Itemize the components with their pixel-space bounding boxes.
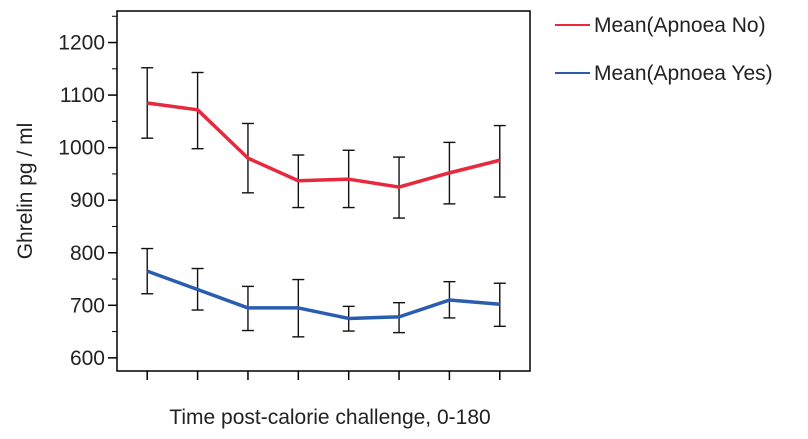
series-line <box>146 269 500 321</box>
legend-label-apnoea-no: Mean(Apnoea No) <box>594 14 766 37</box>
y-axis: 600 700 800 900 1000 1100 1200 <box>58 15 117 370</box>
series-apnoea-no <box>141 67 506 219</box>
legend-label-apnoea-yes: Mean(Apnoea Yes) <box>594 62 773 85</box>
y-tick-label: 800 <box>70 242 105 265</box>
y-axis-title: Ghrelin pg / ml <box>14 123 37 260</box>
y-tick-label: 900 <box>70 189 105 212</box>
series-apnoea-yes <box>141 247 506 338</box>
x-axis <box>146 371 501 380</box>
legend: Mean(Apnoea No) Mean(Apnoea Yes) <box>555 14 773 85</box>
legend-item-apnoea-yes: Mean(Apnoea Yes) <box>555 62 773 85</box>
series-line <box>146 101 501 189</box>
y-tick-label: 1100 <box>60 84 105 107</box>
y-tick-label: 1000 <box>58 137 105 160</box>
plot-frame <box>116 10 531 372</box>
y-tick-label: 700 <box>70 294 105 317</box>
legend-item-apnoea-no: Mean(Apnoea No) <box>555 14 766 37</box>
y-tick-label: 600 <box>70 347 105 370</box>
y-tick-label: 1200 <box>58 32 105 55</box>
series-layer <box>141 67 506 338</box>
x-axis-title: Time post-calorie challenge, 0-180 <box>169 406 490 429</box>
